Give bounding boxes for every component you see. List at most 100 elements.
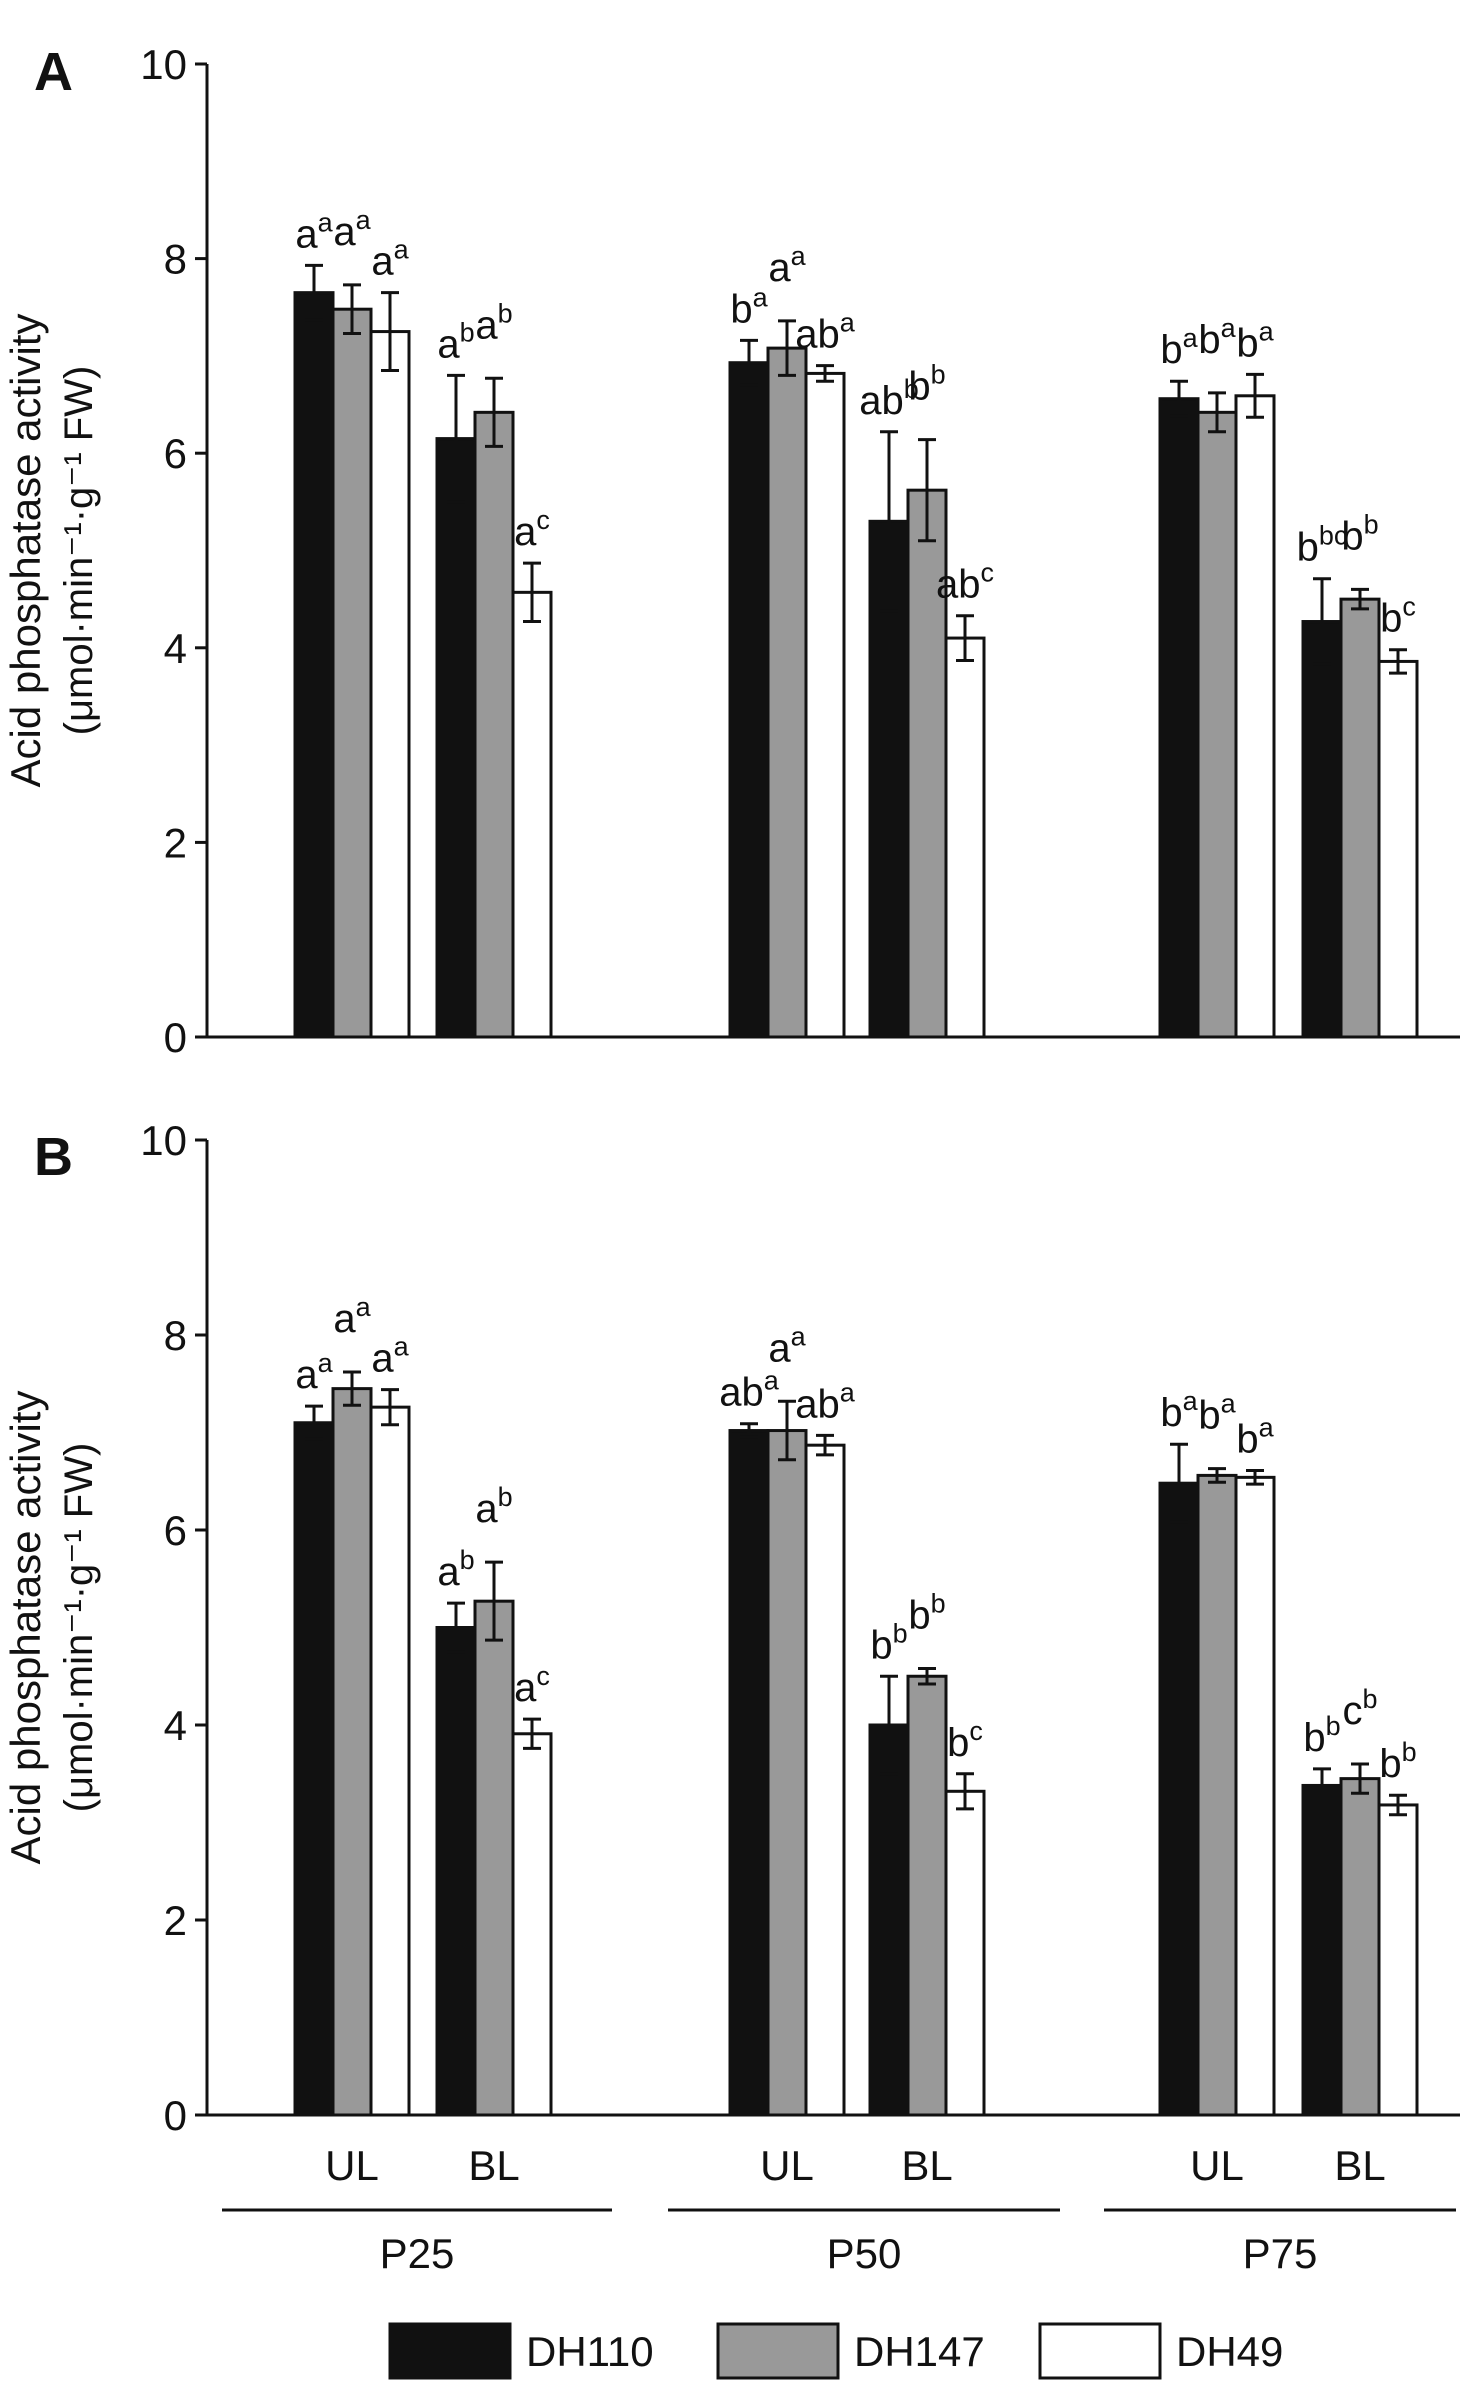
significance-label: bc: [1380, 592, 1416, 641]
y-tick-label: 4: [164, 1702, 187, 1749]
bar-dh110: [435, 1626, 477, 2117]
significance-label: ba: [1236, 316, 1274, 365]
y-tick-label: 8: [164, 236, 187, 283]
significance-label: ab: [437, 317, 474, 366]
bar-dh110: [1301, 1783, 1343, 2117]
significance-label: ba: [1198, 313, 1236, 362]
category-label: BL: [1334, 2142, 1385, 2189]
y-axis-title: Acid phosphatase activity: [2, 1391, 49, 1865]
bar-dh49: [369, 330, 411, 1039]
significance-label: ba: [730, 282, 768, 331]
y-tick-label: 8: [164, 1312, 187, 1359]
significance-label: bb: [908, 1588, 945, 1637]
bar-dh49: [1234, 1475, 1276, 2117]
significance-label: bb: [1303, 1711, 1340, 1760]
bar-dh49: [1377, 1803, 1419, 2117]
bar-dh110: [1158, 397, 1200, 1039]
category-label: UL: [760, 2142, 814, 2189]
significance-label: bc: [947, 1716, 983, 1765]
bar-dh110: [293, 291, 335, 1039]
bar-dh49: [944, 1789, 986, 2117]
significance-label: aa: [371, 1332, 409, 1381]
y-tick-label: 0: [164, 1014, 187, 1061]
period-axis: UL BL UL BL UL BL P25 P50 P75: [222, 2142, 1456, 2277]
significance-label: aa: [371, 235, 409, 284]
legend-label: DH110: [526, 2328, 654, 2375]
bar-dh147: [1196, 1473, 1238, 2117]
period-label: P25: [380, 2230, 455, 2277]
panel-b: B 0 2 4 6 8 10 Acid phosphatase activity (μmol·m…: [2, 1117, 1460, 2139]
significance-label: aba: [719, 1366, 780, 1415]
significance-label: aba: [795, 1377, 856, 1426]
significance-label: ba: [1160, 1386, 1198, 1435]
y-tick-label: 10: [140, 1117, 187, 1164]
bar-dh147: [1339, 597, 1381, 1039]
bar-dh49: [804, 371, 846, 1039]
period-label: P75: [1243, 2230, 1318, 2277]
bar-dh49: [944, 636, 986, 1039]
legend-label: DH49: [1176, 2328, 1283, 2375]
significance-label: ba: [1198, 1389, 1236, 1438]
bar-dh49: [511, 590, 553, 1039]
bar-dh147: [473, 1599, 515, 2117]
bar-dh147: [331, 307, 373, 1039]
legend-swatch: [388, 2322, 512, 2380]
significance-label: ba: [1160, 323, 1198, 372]
bar-dh49: [804, 1443, 846, 2117]
y-axis-title: Acid phosphatase activity: [2, 314, 49, 788]
significance-label: ab: [437, 1545, 474, 1594]
bar-dh147: [1196, 410, 1238, 1039]
bar-dh49: [369, 1405, 411, 2117]
bar-dh110: [293, 1421, 335, 2117]
bar-dh110: [868, 1723, 910, 2117]
significance-label: ab: [475, 1482, 512, 1531]
bar-dh49: [1234, 394, 1276, 1039]
bar-dh147: [1339, 1777, 1381, 2117]
legend-swatch: [1038, 2322, 1162, 2380]
significance-label: abc: [936, 558, 994, 607]
y-tick-label: 6: [164, 430, 187, 477]
bar-dh110: [1301, 620, 1343, 1039]
panel-label: B: [34, 1127, 73, 1187]
bar-dh110: [728, 361, 770, 1039]
bar-dh49: [1377, 659, 1419, 1039]
significance-label: ab: [475, 298, 512, 347]
significance-label: aa: [333, 205, 371, 254]
bar-dh147: [766, 346, 808, 1039]
y-axis-unit: (μmol·min⁻¹·g⁻¹ FW): [57, 366, 101, 736]
bar-dh147: [331, 1387, 373, 2117]
period-label: P50: [827, 2230, 902, 2277]
significance-label: abb: [859, 374, 919, 423]
bar-dh110: [1158, 1481, 1200, 2117]
bar-dh147: [766, 1429, 808, 2117]
significance-label: ac: [514, 505, 550, 554]
bar-dh110: [728, 1429, 770, 2117]
y-tick-label: 0: [164, 2092, 187, 2139]
significance-label: ac: [514, 1661, 550, 1710]
category-label: BL: [901, 2142, 952, 2189]
bar-dh147: [906, 1674, 948, 2117]
y-tick-label: 2: [164, 1897, 187, 1944]
significance-label: cb: [1342, 1684, 1377, 1733]
y-tick-label: 6: [164, 1507, 187, 1554]
significance-label: bb: [1379, 1737, 1416, 1786]
y-tick-label: 10: [140, 41, 187, 88]
significance-label: aa: [768, 1321, 806, 1370]
significance-label: aa: [295, 1348, 333, 1397]
y-tick-label: 4: [164, 625, 187, 672]
bar-dh147: [473, 410, 515, 1039]
panel-a: A 0 2 4 6 8 10 Acid phosphatase activity (μmol·m…: [2, 41, 1460, 1061]
significance-label: ba: [1236, 1413, 1274, 1462]
